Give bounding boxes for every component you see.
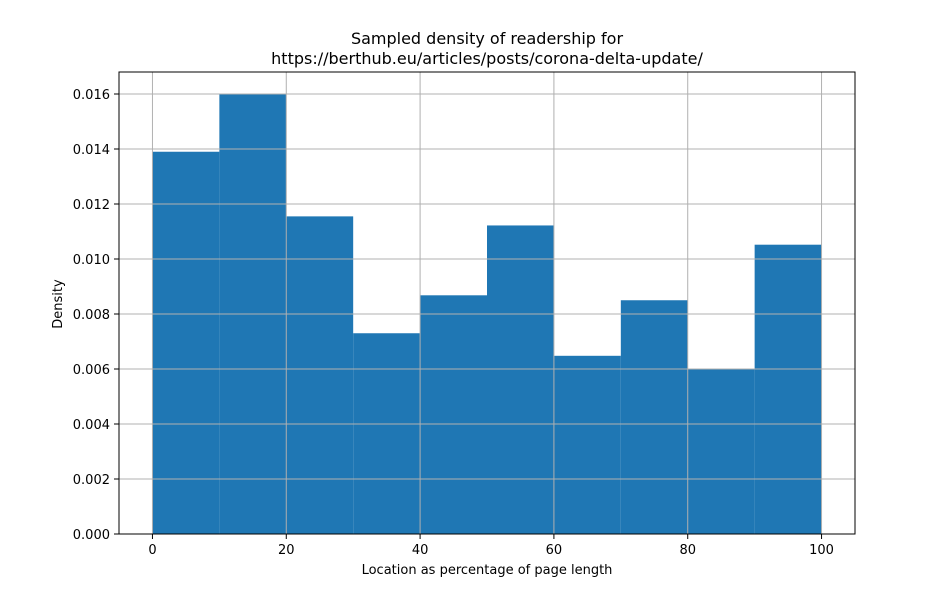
y-tick-label-2: 0.004: [73, 418, 110, 433]
histogram-bar-7: [553, 355, 621, 534]
histogram-bar-4: [353, 333, 421, 534]
y-axis-label: Density: [51, 279, 66, 329]
y-tick-label-8: 0.016: [73, 88, 110, 103]
x-tick-label-5: 100: [809, 543, 834, 558]
histogram-bar-10: [754, 244, 822, 534]
axis-ticks: 0 20 40 60 80 100 0.000 0.002 0.004 0.006 0.008 0.0…: [73, 88, 834, 558]
chart-title-line-2: https://berthub.eu/articles/posts/corona…: [271, 49, 703, 68]
x-tick-label-4: 80: [679, 543, 696, 558]
x-axis-label: Location as percentage of page length: [362, 563, 613, 578]
histogram-bar-5: [420, 295, 487, 534]
y-tick-label-0: 0.000: [73, 528, 110, 543]
x-tick-label-2: 40: [412, 543, 429, 558]
chart-title-line-1: Sampled density of readership for: [351, 29, 624, 48]
histogram-bar-9: [687, 369, 755, 534]
histogram-bar-1: [152, 151, 220, 534]
plot-frame: [118, 71, 856, 535]
y-tick-label-4: 0.008: [73, 308, 110, 323]
y-tick-label-5: 0.010: [73, 253, 110, 268]
x-tick-label-3: 60: [546, 543, 563, 558]
x-tick-label-1: 20: [278, 543, 295, 558]
histogram-bar-8: [620, 300, 688, 534]
y-tick-label-3: 0.006: [73, 363, 110, 378]
x-tick-label-0: 0: [148, 543, 156, 558]
histogram-bar-6: [487, 225, 554, 534]
histogram-bars: [152, 94, 822, 534]
histogram-bar-3: [286, 216, 354, 534]
y-tick-label-7: 0.014: [73, 143, 110, 158]
y-tick-label-1: 0.002: [73, 473, 110, 488]
y-tick-label-6: 0.012: [73, 198, 110, 213]
